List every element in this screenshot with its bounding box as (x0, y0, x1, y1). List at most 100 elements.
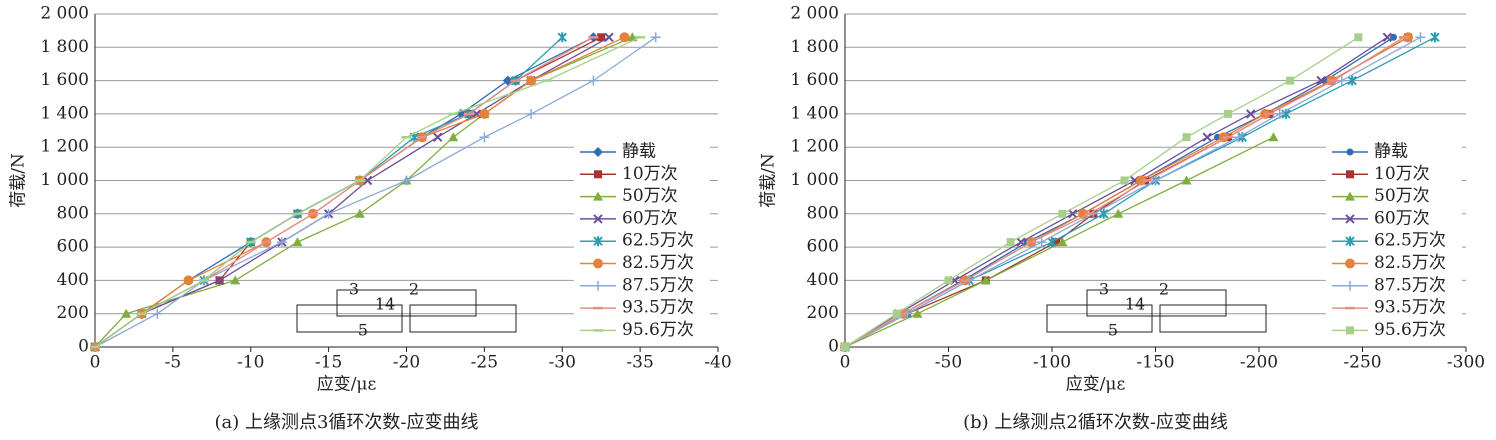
marker (593, 214, 603, 224)
inset-label: 14 (1125, 295, 1145, 314)
x-tick-label: 0 (90, 353, 101, 373)
y-tick-label: 1 000 (790, 170, 839, 190)
marker (1202, 132, 1212, 142)
x-tick-label: -35 (626, 353, 653, 373)
legend-bg (574, 319, 710, 342)
legend-bg (1326, 141, 1462, 163)
marker (1052, 238, 1061, 247)
y-tick-label: 800 (57, 203, 89, 223)
x-tick-label: -50 (935, 353, 962, 373)
caption: (b) 上缘测点2循环次数-应变曲线 (963, 412, 1228, 433)
inset-label: 5 (358, 321, 368, 340)
marker (1233, 132, 1244, 143)
legend-bg (1326, 297, 1462, 320)
marker (1016, 237, 1026, 247)
x-tick-label: -250 (1343, 353, 1381, 373)
series-line (844, 36, 1421, 348)
series-line (844, 36, 1359, 348)
marker (1347, 75, 1357, 86)
marker (471, 109, 482, 119)
y-tick-label: 0 (828, 337, 839, 357)
marker (526, 75, 537, 86)
marker (183, 275, 194, 286)
legend-bg (574, 207, 710, 230)
legend-label: 93.5万次 (622, 298, 694, 318)
marker (1036, 237, 1047, 248)
marker (593, 258, 603, 269)
legend-label: 10万次 (622, 164, 678, 184)
marker (230, 275, 241, 285)
inset-shape (1159, 304, 1267, 333)
marker (1047, 237, 1057, 248)
marker (593, 236, 603, 247)
x-tick-label: -100 (1033, 353, 1071, 373)
marker (354, 208, 365, 218)
legend-bg (1326, 274, 1462, 297)
legend-label: 50万次 (1374, 186, 1430, 206)
marker (362, 175, 373, 186)
marker (1181, 175, 1192, 185)
inset-shape (1046, 304, 1153, 333)
inset-label: 3 (1099, 280, 1109, 299)
legend-bg (1326, 319, 1462, 342)
marker (1274, 108, 1285, 119)
series-line (94, 36, 625, 348)
x-tick-label: -150 (1136, 353, 1174, 373)
legend-bg (574, 185, 710, 208)
inset-label: 14 (375, 295, 395, 314)
marker (593, 147, 603, 157)
marker (1346, 148, 1354, 156)
y-tick-label: 800 (807, 203, 839, 223)
marker (1430, 32, 1440, 43)
marker (1346, 326, 1354, 335)
marker (432, 132, 443, 142)
y-tick-label: 200 (807, 303, 839, 323)
marker (944, 276, 953, 285)
legend-label: 87.5万次 (1374, 275, 1446, 295)
legend-bg (574, 274, 710, 297)
y-tick-label: 1 400 (40, 103, 89, 123)
inset-label: 2 (409, 280, 419, 299)
marker (1120, 176, 1129, 185)
legend-label: 10万次 (1374, 164, 1430, 184)
marker (1286, 76, 1295, 85)
y-tick-label: 2 000 (790, 4, 839, 24)
legend-label: 62.5万次 (1374, 231, 1446, 251)
marker (588, 75, 599, 86)
marker (152, 308, 163, 319)
marker (594, 170, 602, 179)
marker (1390, 33, 1398, 41)
x-tick-label: -10 (237, 353, 264, 373)
marker (1223, 109, 1232, 118)
y-axis-label: 荷载/N (759, 153, 779, 208)
x-tick-label: -20 (393, 353, 420, 373)
y-tick-label: 1 800 (40, 37, 89, 57)
legend-label: 60万次 (1374, 208, 1430, 228)
marker (1415, 32, 1426, 43)
y-tick-label: 400 (807, 270, 839, 290)
legend-bg (574, 297, 710, 320)
marker (121, 308, 132, 318)
inset-shape (409, 304, 517, 333)
marker (502, 75, 513, 86)
marker (1006, 238, 1015, 247)
marker (1058, 209, 1067, 218)
marker (479, 108, 490, 119)
inset-label: 3 (349, 280, 359, 299)
legend-bg (574, 141, 710, 163)
series-line (94, 36, 641, 348)
marker (980, 275, 991, 285)
legend-bg (1326, 252, 1462, 275)
x-tick-label: -15 (315, 353, 342, 373)
marker (1382, 32, 1393, 43)
chart: 0 200 400 600 800 1 000 1 200 1 400 1 600 1 800 2 … (9, 4, 732, 434)
marker (1067, 209, 1078, 219)
legend-label: 93.5万次 (1374, 298, 1446, 318)
legend-label: 50万次 (622, 186, 678, 206)
legend-label: 87.5万次 (622, 275, 694, 295)
series-line (844, 36, 1405, 348)
legend-label: 62.5万次 (622, 231, 694, 251)
y-tick-label: 0 (78, 337, 89, 357)
marker (593, 280, 603, 291)
series-line (94, 36, 657, 348)
